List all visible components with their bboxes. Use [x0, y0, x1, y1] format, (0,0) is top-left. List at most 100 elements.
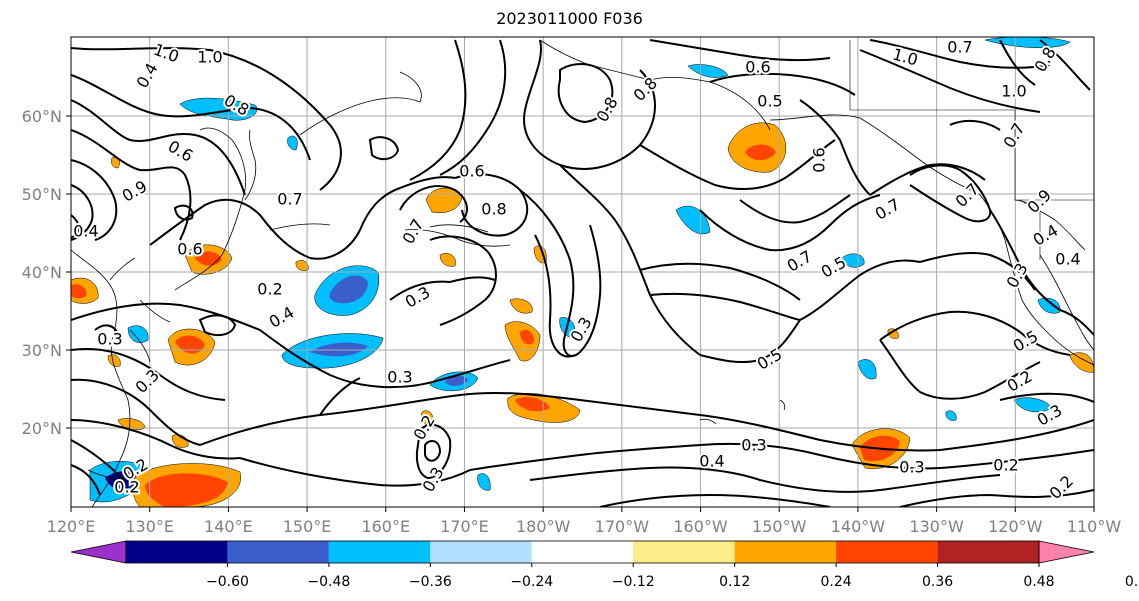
gridlines: [71, 37, 1094, 507]
lon-label: 120°W: [988, 517, 1043, 536]
neg-patch: [687, 64, 729, 78]
lat-label: 60°N: [22, 107, 62, 126]
colorbar-tick-label: 0.12: [719, 574, 750, 590]
neg-patch: [445, 375, 468, 386]
colorbar-segment: [126, 541, 228, 563]
pos-patch: [1069, 352, 1094, 373]
lon-label: 150°E: [283, 517, 332, 536]
contour-label: 0.5: [1010, 327, 1042, 356]
pos-patch: [745, 144, 776, 161]
lon-label: 120°E: [47, 517, 96, 536]
contour-label: 0.7: [952, 180, 983, 211]
lon-label: 170°W: [595, 517, 650, 536]
colorbar-segment: [937, 541, 1039, 563]
contour-label: 0.8: [1031, 44, 1060, 76]
colorbar-segment: [836, 541, 938, 563]
contour-label: 0.8: [593, 94, 622, 126]
contour-label: 0.7: [872, 195, 904, 224]
neg-patch: [127, 325, 149, 343]
contour-label: 0.2: [257, 280, 282, 299]
lon-label: 130°E: [125, 517, 174, 536]
lon-label: 140°E: [204, 517, 253, 536]
contour-label: 0.3: [1003, 260, 1032, 292]
contour-labels: 1.0 1.0 0.4 0.8 0.6 0.9 0.7 0.6 0.4 0.8 0.7 0.6 0.4 0…: [71, 37, 1082, 505]
pos-patch: [145, 473, 228, 507]
lon-label: 110°W: [1067, 517, 1122, 536]
pos-patch: [504, 321, 541, 362]
contour-label: 0.5: [754, 345, 786, 374]
contour-label: 0.6: [459, 162, 484, 181]
contour-label: 0.6: [810, 147, 829, 172]
contour-label: 0.2: [114, 478, 139, 497]
pos-patch: [175, 335, 205, 354]
lat-label: 40°N: [22, 263, 62, 282]
contour-label: 0.9: [119, 177, 151, 206]
neg-patch: [329, 275, 368, 304]
map-title: 2023011000 F036: [496, 9, 643, 28]
axis-labels: 120°E 130°E 140°E 150°E 160°E 170°E 180°W 170°W…: [22, 107, 1122, 536]
lon-label: 140°W: [831, 517, 886, 536]
colorbar-segment: [430, 541, 532, 563]
lon-label: 160°W: [673, 517, 728, 536]
pos-patch: [295, 260, 309, 271]
pos-patch: [71, 284, 87, 299]
neg-patch: [1013, 397, 1053, 413]
lat-label: 20°N: [22, 419, 62, 438]
pos-patch: [107, 354, 121, 367]
contour-label: 0.7: [399, 216, 428, 248]
contour-label: 0.3: [567, 314, 596, 346]
contour-label: 0.5: [757, 92, 782, 111]
colorbar-extend-high: [1038, 540, 1095, 564]
contour-label: 0.3: [132, 366, 163, 397]
contour-label: 0.3: [899, 458, 924, 477]
contour-label: 0.6: [165, 137, 197, 166]
contour-label: 0.2: [410, 412, 439, 444]
contour-label: 0.2: [993, 456, 1018, 475]
contour-label: 0.9: [1024, 186, 1055, 217]
contour-label: 0.3: [97, 330, 122, 349]
contour-label: 0.4: [73, 222, 98, 241]
contour-label: 0.8: [481, 200, 506, 219]
contour-label: 0.7: [947, 38, 972, 57]
pos-patch: [515, 397, 550, 412]
contour-label: 1.0: [1001, 82, 1026, 101]
map-area: 1.0 1.0 0.4 0.8 0.6 0.9 0.7 0.6 0.4 0.8 0.7 0.6 0.4 0…: [71, 37, 1094, 507]
colorbar-segment: [328, 541, 431, 563]
contour-label: 0.3: [402, 283, 434, 312]
lon-label: 150°W: [752, 517, 807, 536]
contour-label: 0.6: [745, 58, 770, 77]
lon-label: 130°W: [909, 517, 964, 536]
contour-label: 0.4: [266, 303, 298, 332]
neg-patch: [857, 359, 877, 380]
contour-label: 1.0: [891, 45, 921, 70]
colorbar: −0.60 −0.48 −0.36 −0.24 −0.12 0.12 0.24 0.36 0.4…: [70, 540, 1139, 590]
contour-label: 0.2: [1046, 472, 1077, 503]
pos-patch: [509, 298, 533, 314]
neg-patch: [477, 473, 491, 491]
contour-label: 0.3: [741, 436, 766, 455]
neg-patch: [1037, 297, 1061, 314]
neg-patch: [310, 342, 368, 357]
colorbar-tick-label: −0.24: [510, 574, 553, 590]
contour-label: 0.7: [784, 247, 816, 276]
colorbar-tick-label: 0.48: [1023, 574, 1054, 590]
contour-label: 0.7: [277, 190, 302, 209]
pos-patch: [421, 410, 434, 427]
colorbar-tick-label: 0.60: [1125, 574, 1139, 590]
lat-label: 50°N: [22, 185, 62, 204]
contour-label: 0.6: [177, 240, 202, 259]
contour-lines: [71, 39, 1094, 507]
lat-label: 30°N: [22, 341, 62, 360]
contour-label: 0.2: [1004, 367, 1036, 396]
contour-label: 0.4: [1030, 221, 1062, 250]
colorbar-tick-label: −0.60: [206, 574, 249, 590]
colorbar-tick-label: 0.36: [922, 574, 953, 590]
neg-patch: [287, 135, 298, 151]
lon-label: 160°E: [361, 517, 410, 536]
contour-label: 1.0: [197, 48, 222, 67]
colorbar-tick-label: 0.24: [821, 574, 852, 590]
neg-patch: [841, 253, 865, 268]
lon-label: 170°E: [440, 517, 489, 536]
colorbar-extend-low: [70, 540, 127, 564]
